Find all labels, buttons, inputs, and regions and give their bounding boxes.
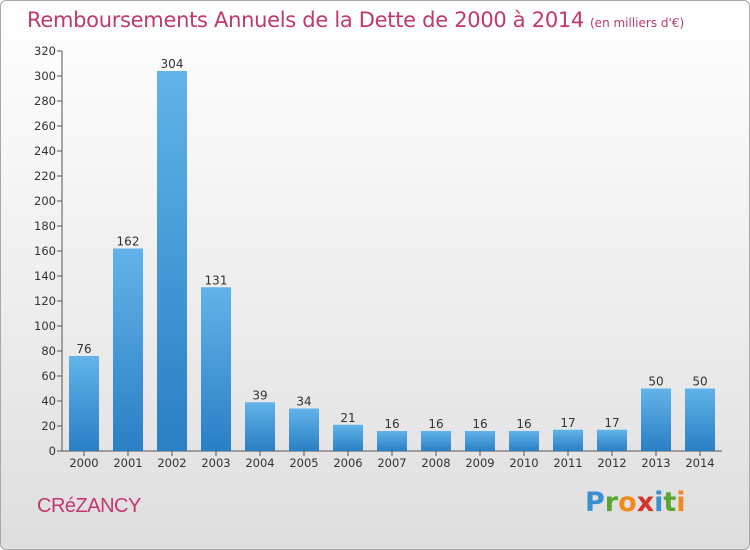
data-label: 39 xyxy=(252,388,267,402)
data-label: 16 xyxy=(472,417,487,431)
logo-letter: i xyxy=(654,487,664,518)
bar xyxy=(201,287,231,451)
data-label: 21 xyxy=(340,411,355,425)
x-tick-label: 2013 xyxy=(641,456,670,470)
bar xyxy=(509,431,539,451)
data-label: 16 xyxy=(384,417,399,431)
data-label: 17 xyxy=(604,416,619,430)
data-label: 76 xyxy=(76,342,91,356)
x-tick-label: 2008 xyxy=(421,456,450,470)
bar xyxy=(641,388,671,451)
bar xyxy=(113,248,143,451)
proxiti-logo: Proxiti xyxy=(585,487,686,518)
x-tick-label: 2004 xyxy=(245,456,274,470)
data-label: 131 xyxy=(205,273,228,287)
data-label: 17 xyxy=(560,416,575,430)
x-tick-label: 2011 xyxy=(553,456,582,470)
x-tick-label: 2000 xyxy=(69,456,98,470)
y-tick-label: 120 xyxy=(34,294,56,308)
chart-title: Remboursements Annuels de la Dette de 20… xyxy=(27,8,684,32)
y-tick-label: 280 xyxy=(34,94,56,108)
data-label: 34 xyxy=(296,395,311,409)
x-tick-label: 2014 xyxy=(685,456,714,470)
bar xyxy=(157,71,187,451)
data-label: 304 xyxy=(161,57,184,71)
y-tick-label: 260 xyxy=(34,119,56,133)
x-tick-label: 2005 xyxy=(289,456,318,470)
x-tick-label: 2001 xyxy=(113,456,142,470)
data-label: 16 xyxy=(516,417,531,431)
y-tick-label: 140 xyxy=(34,269,56,283)
logo-letter: P xyxy=(585,487,605,518)
y-tick-label: 40 xyxy=(41,394,56,408)
bar xyxy=(245,402,275,451)
x-tick-label: 2007 xyxy=(377,456,406,470)
x-tick-label: 2002 xyxy=(157,456,186,470)
bar xyxy=(421,431,451,451)
y-tick-label: 160 xyxy=(34,244,56,258)
x-tick-label: 2010 xyxy=(509,456,538,470)
y-tick-label: 300 xyxy=(34,69,56,83)
bar xyxy=(377,431,407,451)
bar xyxy=(333,424,363,451)
bar xyxy=(289,408,319,451)
y-tick-label: 220 xyxy=(34,169,56,183)
bar xyxy=(553,429,583,451)
bar xyxy=(597,429,627,451)
y-tick-label: 0 xyxy=(49,444,56,458)
chart-unit: (en milliers d'€) xyxy=(590,16,685,30)
x-tick-label: 2003 xyxy=(201,456,230,470)
y-tick-label: 200 xyxy=(34,194,56,208)
x-tick-label: 2012 xyxy=(597,456,626,470)
chart-title-text: Remboursements Annuels de la Dette de 20… xyxy=(27,8,584,32)
commune-name: CRéZANCY xyxy=(37,495,141,517)
y-tick-label: 20 xyxy=(41,419,56,433)
bar xyxy=(69,356,99,451)
data-label: 50 xyxy=(648,375,663,389)
y-tick-label: 80 xyxy=(41,344,56,358)
y-tick-label: 60 xyxy=(41,369,56,383)
logo-letter: r xyxy=(604,487,619,518)
logo-letter: o xyxy=(618,487,637,518)
y-tick-label: 180 xyxy=(34,219,56,233)
data-label: 16 xyxy=(428,417,443,431)
y-tick-label: 100 xyxy=(34,319,56,333)
y-tick-label: 240 xyxy=(34,144,56,158)
bar xyxy=(465,431,495,451)
x-tick-label: 2009 xyxy=(465,456,494,470)
x-tick-label: 2006 xyxy=(333,456,362,470)
logo-letter: x xyxy=(636,487,655,518)
logo-letter: i xyxy=(676,487,686,518)
data-label: 162 xyxy=(117,235,140,249)
y-tick-label: 320 xyxy=(34,44,56,58)
logo-letter: t xyxy=(663,487,677,518)
bar xyxy=(685,388,715,451)
data-label: 50 xyxy=(692,375,707,389)
